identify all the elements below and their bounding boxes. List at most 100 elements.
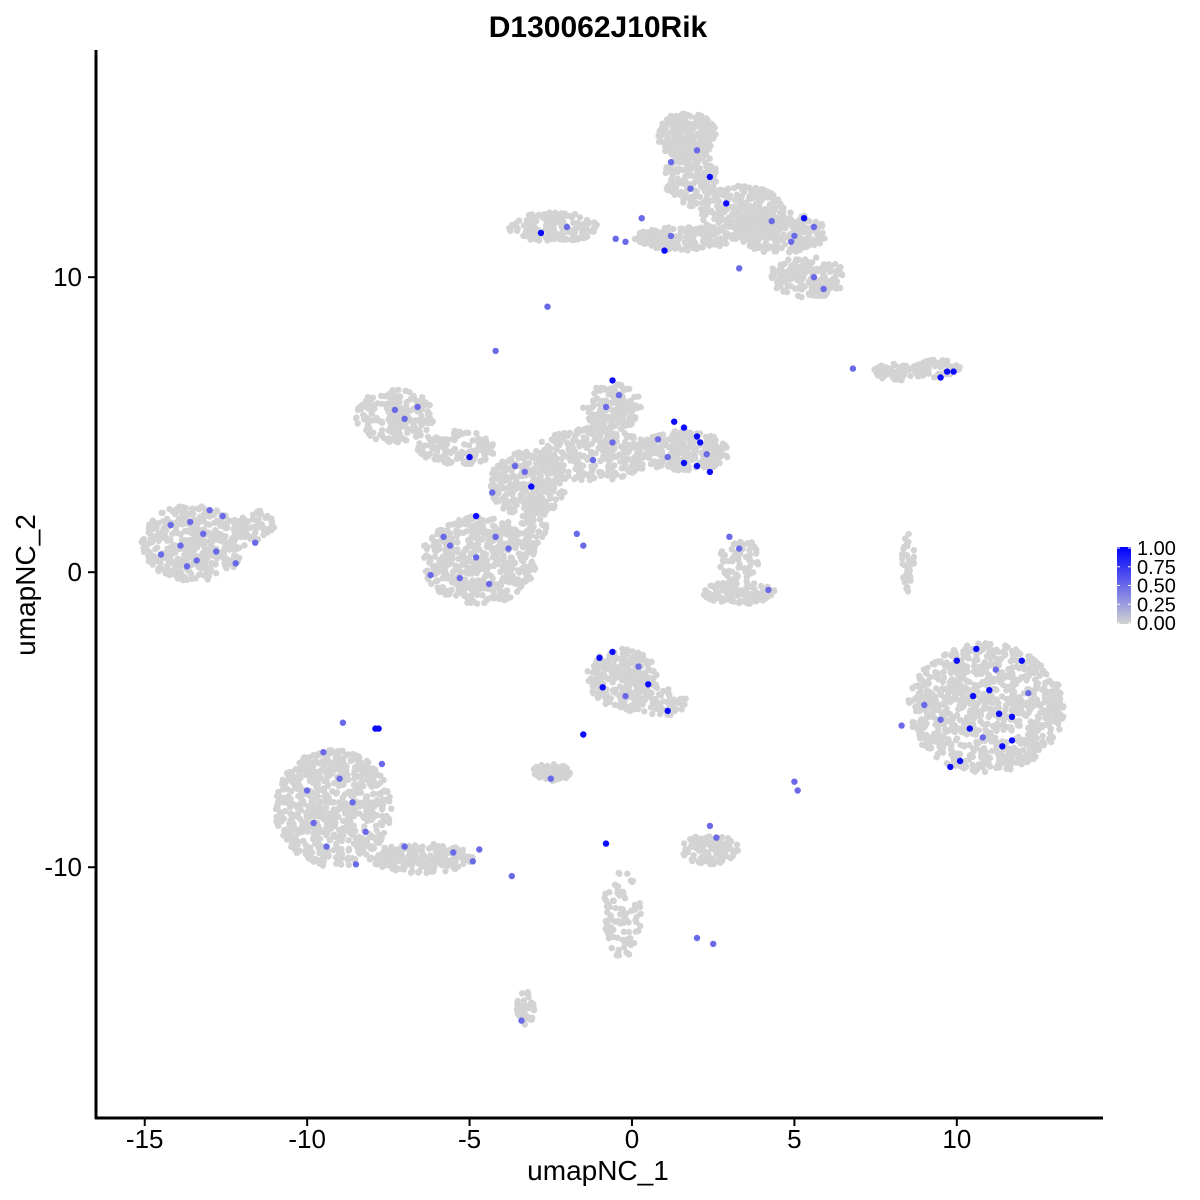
cell-point (431, 553, 439, 560)
cell-point (596, 401, 603, 408)
cell-point (365, 419, 372, 427)
cell-point (544, 467, 552, 475)
cell-point (385, 416, 392, 423)
cell-point (475, 577, 482, 584)
cell-point (428, 580, 435, 588)
cell-point (532, 454, 539, 461)
cell-point (492, 547, 499, 555)
cell-point (813, 289, 820, 296)
cell-point (640, 228, 647, 235)
cell-point (957, 681, 964, 689)
cell-point (530, 523, 537, 530)
cell-point (1014, 737, 1021, 744)
cell-point (483, 543, 491, 551)
cell-point (891, 376, 899, 383)
cell-point (166, 505, 173, 513)
cell-point (496, 583, 503, 590)
cell-point (685, 169, 692, 176)
cell-point (385, 427, 392, 434)
cell-point (550, 224, 557, 231)
cell-point (468, 535, 475, 542)
cell-point (232, 552, 239, 559)
cell-point (1016, 754, 1023, 762)
cell-point (455, 580, 463, 587)
cell-point (179, 521, 186, 528)
chart-title: D130062J10Rik (489, 11, 708, 44)
cell-point (512, 544, 519, 552)
cell-point (925, 680, 932, 687)
cell-point (918, 676, 926, 683)
cell-point (761, 211, 768, 218)
cell-point (199, 517, 206, 525)
cell-point (719, 582, 727, 590)
cell-point (796, 265, 804, 272)
cell-point (688, 193, 695, 201)
cell-point (653, 463, 661, 471)
cell-point (950, 647, 958, 654)
cell-point (523, 508, 531, 515)
cell-point (468, 558, 476, 566)
cell-point (755, 596, 762, 603)
cell-point (809, 236, 817, 244)
cell-point (466, 569, 474, 577)
cell-point (1051, 701, 1058, 708)
cell-point (497, 531, 504, 538)
cell-point (1014, 704, 1021, 712)
cell-point (999, 669, 1006, 676)
cell-point (482, 551, 490, 558)
cell-point (499, 478, 507, 485)
cell-point (672, 465, 680, 472)
cell-point (697, 135, 705, 142)
cell-point (920, 365, 927, 372)
cell-point (1041, 684, 1048, 691)
cell-point (973, 671, 980, 678)
cell-point (987, 640, 994, 648)
cell-point (973, 738, 980, 746)
cell-point (517, 482, 525, 489)
cell-point (178, 571, 185, 578)
cell-point (214, 530, 221, 537)
cell-point (909, 684, 916, 691)
cell-point (659, 431, 667, 438)
cell-point (717, 211, 725, 218)
cell-point (956, 364, 963, 371)
cell-point (403, 425, 411, 432)
cell-point (692, 156, 699, 163)
cell-point (579, 469, 586, 476)
cell-point (677, 225, 684, 232)
cell-point (701, 182, 709, 189)
cell-point (658, 124, 666, 131)
cell-point (1056, 726, 1063, 733)
cell-point (152, 546, 159, 553)
cell-point (540, 498, 547, 505)
cell-point (189, 510, 197, 518)
cell-point (374, 400, 381, 407)
cell-point (604, 456, 611, 463)
cell-point (770, 198, 777, 205)
cell-point (691, 133, 699, 140)
cell-point (622, 465, 629, 472)
cell-point (570, 451, 577, 458)
cell-point (983, 676, 991, 683)
cell-point (699, 207, 706, 214)
cell-point (166, 559, 174, 567)
cell-point (596, 415, 603, 422)
cell-point (1008, 727, 1015, 734)
cell-point (482, 573, 489, 580)
cell-point (992, 734, 999, 742)
cell-point (584, 668, 591, 675)
cell-point (473, 430, 480, 437)
cell-point (542, 521, 550, 529)
cell-point (528, 234, 535, 241)
cell-point (525, 500, 532, 508)
cell-point (974, 766, 981, 773)
cell-point (389, 423, 396, 430)
cell-point (929, 704, 936, 711)
cell-point (1007, 699, 1014, 706)
cell-point (230, 525, 237, 532)
cell-point (421, 554, 428, 561)
cell-point (214, 536, 221, 543)
cell-point (739, 183, 746, 190)
cell-point (511, 507, 518, 514)
cell-point (446, 591, 453, 598)
